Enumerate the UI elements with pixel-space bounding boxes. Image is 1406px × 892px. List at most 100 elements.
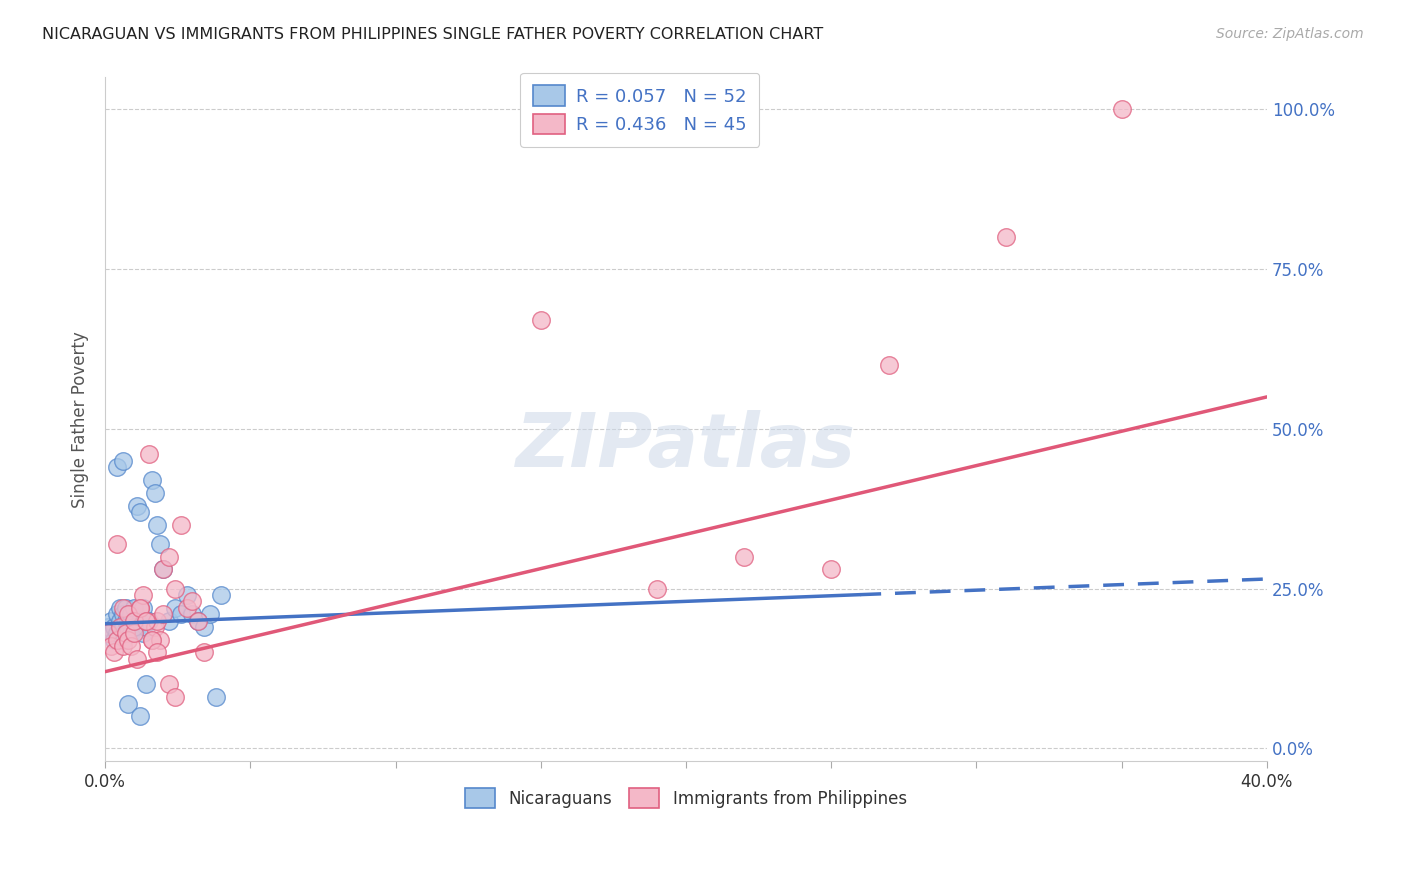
Point	[141, 473, 163, 487]
Point	[135, 614, 157, 628]
Point	[114, 614, 136, 628]
Point	[879, 358, 901, 372]
Point	[163, 582, 186, 596]
Point	[117, 620, 139, 634]
Point	[120, 626, 142, 640]
Point	[129, 505, 152, 519]
Point	[135, 620, 157, 634]
Point	[138, 614, 160, 628]
Point	[114, 626, 136, 640]
Point	[122, 600, 145, 615]
Point	[163, 690, 186, 705]
Point	[146, 614, 169, 628]
Point	[117, 626, 139, 640]
Point	[129, 600, 152, 615]
Point	[114, 626, 136, 640]
Point	[105, 537, 128, 551]
Point	[146, 517, 169, 532]
Y-axis label: Single Father Poverty: Single Father Poverty	[72, 331, 89, 508]
Point	[117, 632, 139, 647]
Point	[645, 582, 668, 596]
Point	[193, 620, 215, 634]
Point	[117, 697, 139, 711]
Point	[152, 562, 174, 576]
Point	[100, 626, 122, 640]
Point	[111, 454, 134, 468]
Point	[97, 620, 120, 634]
Point	[111, 632, 134, 647]
Point	[141, 632, 163, 647]
Point	[143, 485, 166, 500]
Point	[530, 313, 553, 327]
Point	[103, 632, 125, 647]
Point	[105, 607, 128, 621]
Point	[111, 639, 134, 653]
Point	[127, 652, 149, 666]
Point	[157, 549, 180, 564]
Point	[176, 588, 198, 602]
Point	[132, 588, 155, 602]
Point	[820, 562, 842, 576]
Point	[108, 620, 131, 634]
Point	[149, 632, 172, 647]
Point	[152, 607, 174, 621]
Point	[117, 607, 139, 621]
Point	[187, 614, 209, 628]
Point	[138, 447, 160, 461]
Point	[122, 626, 145, 640]
Point	[127, 499, 149, 513]
Point	[193, 645, 215, 659]
Point	[132, 626, 155, 640]
Point	[105, 632, 128, 647]
Point	[1111, 103, 1133, 117]
Point	[143, 620, 166, 634]
Point	[120, 607, 142, 621]
Point	[120, 639, 142, 653]
Point	[108, 614, 131, 628]
Point	[994, 230, 1017, 244]
Point	[157, 614, 180, 628]
Point	[103, 645, 125, 659]
Point	[181, 594, 204, 608]
Point	[170, 607, 193, 621]
Point	[117, 614, 139, 628]
Point	[163, 600, 186, 615]
Point	[157, 677, 180, 691]
Point	[170, 517, 193, 532]
Point	[100, 614, 122, 628]
Legend: Nicaraguans, Immigrants from Philippines: Nicaraguans, Immigrants from Philippines	[458, 781, 914, 814]
Point	[135, 614, 157, 628]
Point	[733, 549, 755, 564]
Point	[135, 677, 157, 691]
Point	[129, 600, 152, 615]
Point	[198, 607, 221, 621]
Point	[187, 614, 209, 628]
Point	[141, 632, 163, 647]
Point	[105, 460, 128, 475]
Text: NICARAGUAN VS IMMIGRANTS FROM PHILIPPINES SINGLE FATHER POVERTY CORRELATION CHAR: NICARAGUAN VS IMMIGRANTS FROM PHILIPPINE…	[42, 27, 824, 42]
Point	[129, 614, 152, 628]
Point	[105, 626, 128, 640]
Point	[97, 626, 120, 640]
Point	[122, 614, 145, 628]
Text: ZIPatlas: ZIPatlas	[516, 410, 856, 483]
Point	[181, 607, 204, 621]
Point	[100, 639, 122, 653]
Point	[111, 607, 134, 621]
Point	[122, 620, 145, 634]
Point	[111, 600, 134, 615]
Point	[209, 588, 232, 602]
Point	[149, 537, 172, 551]
Point	[108, 620, 131, 634]
Point	[108, 600, 131, 615]
Point	[103, 620, 125, 634]
Point	[146, 645, 169, 659]
Text: Source: ZipAtlas.com: Source: ZipAtlas.com	[1216, 27, 1364, 41]
Point	[114, 600, 136, 615]
Point	[152, 562, 174, 576]
Point	[176, 600, 198, 615]
Point	[132, 600, 155, 615]
Point	[129, 709, 152, 723]
Point	[127, 620, 149, 634]
Point	[111, 620, 134, 634]
